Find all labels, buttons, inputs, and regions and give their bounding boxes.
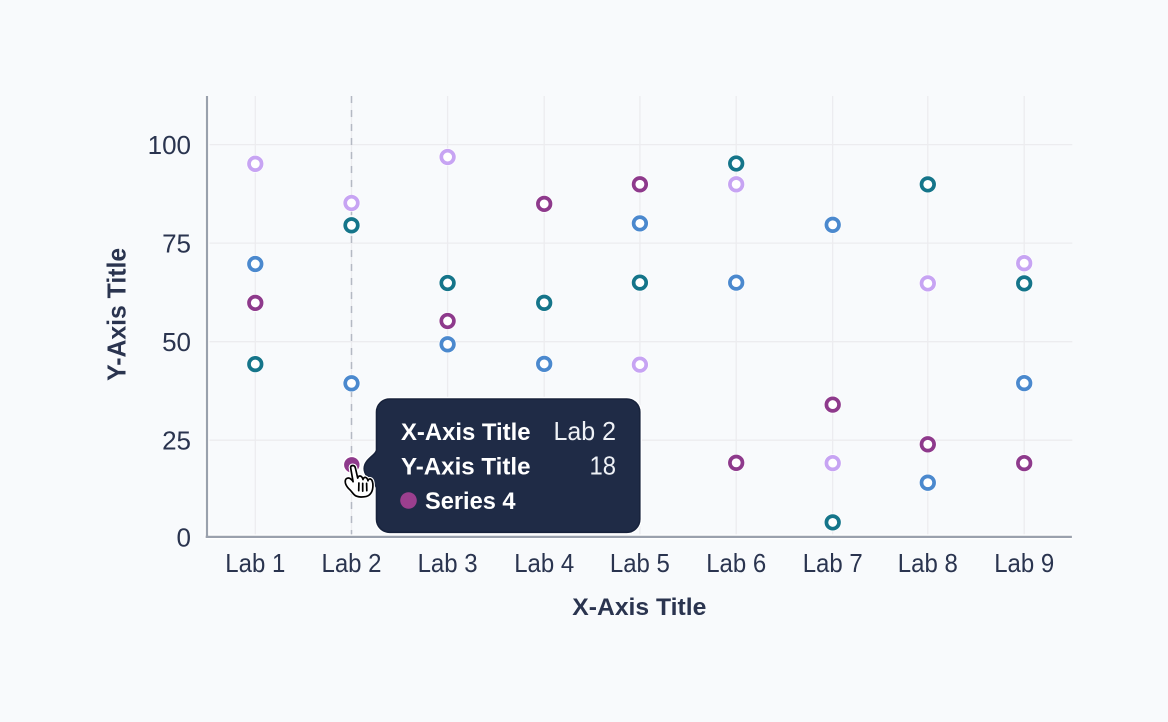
svg-text:50: 50 (162, 327, 191, 357)
svg-text:Lab 2: Lab 2 (322, 548, 382, 578)
svg-text:X-Axis Title: X-Axis Title (572, 594, 706, 621)
svg-text:0: 0 (177, 522, 191, 552)
svg-text:25: 25 (162, 426, 191, 456)
svg-text:Lab 3: Lab 3 (418, 548, 478, 578)
svg-text:100: 100 (148, 130, 191, 160)
svg-text:Y-Axis Title: Y-Axis Title (401, 454, 531, 481)
svg-text:75: 75 (162, 229, 191, 259)
svg-text:Lab 8: Lab 8 (898, 548, 958, 578)
svg-text:18: 18 (590, 451, 617, 481)
svg-text:Lab 5: Lab 5 (610, 548, 670, 578)
svg-text:Lab 7: Lab 7 (803, 548, 863, 578)
svg-text:Lab 1: Lab 1 (225, 548, 285, 578)
svg-text:X-Axis Title: X-Axis Title (401, 419, 531, 446)
svg-text:Lab 2: Lab 2 (554, 416, 617, 446)
svg-text:Y-Axis Title: Y-Axis Title (102, 248, 132, 381)
svg-text:Series 4: Series 4 (425, 488, 516, 515)
svg-text:Lab 6: Lab 6 (706, 548, 766, 578)
svg-text:Lab 9: Lab 9 (994, 548, 1054, 578)
svg-text:Lab 4: Lab 4 (514, 548, 574, 578)
